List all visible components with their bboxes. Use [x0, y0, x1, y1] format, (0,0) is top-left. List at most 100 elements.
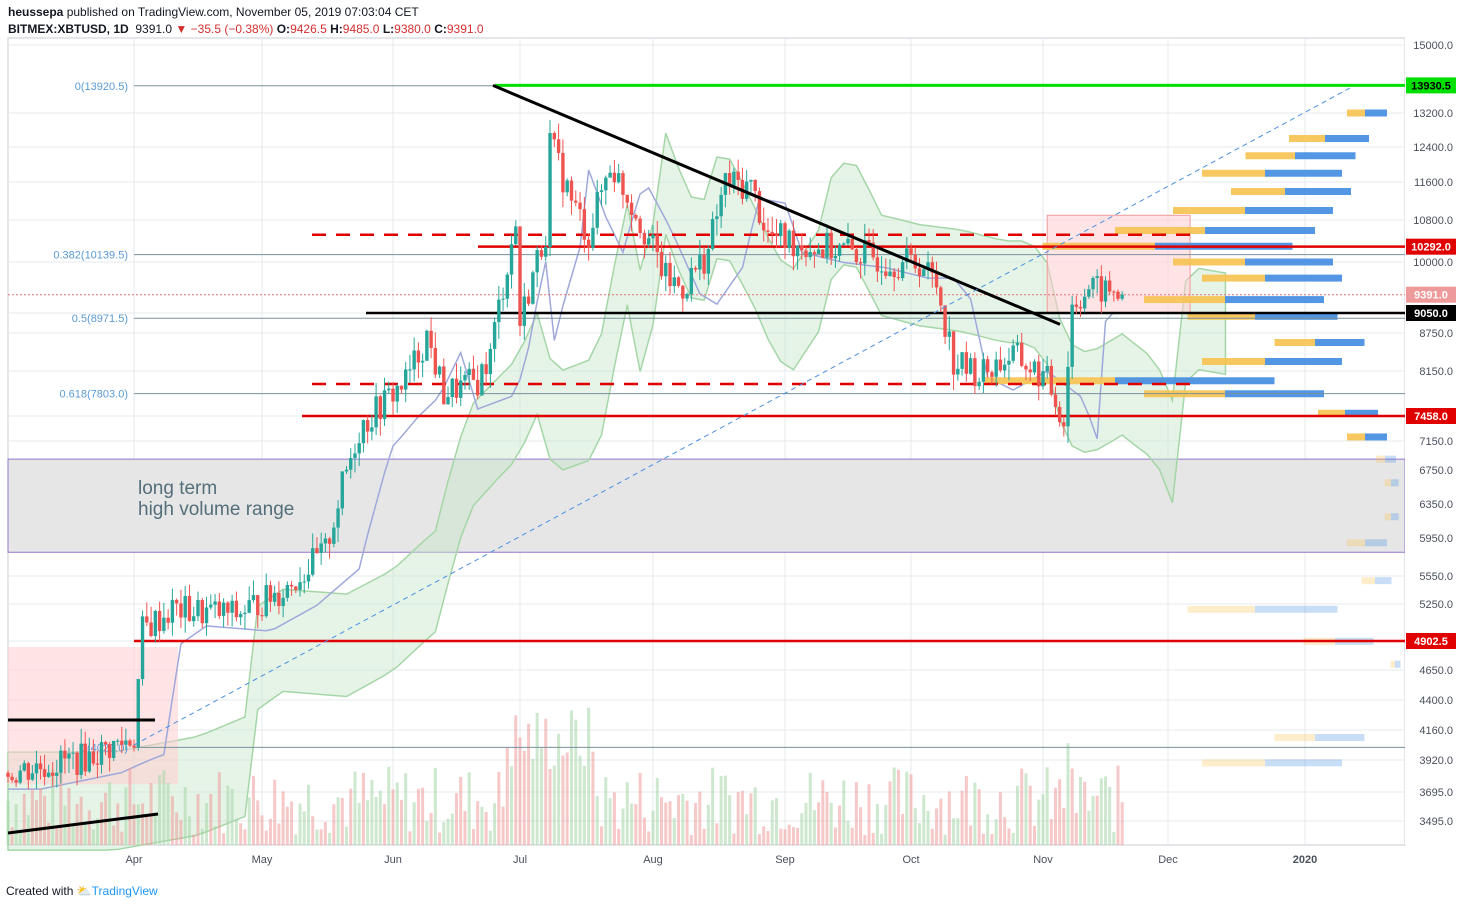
volume-bar — [1007, 828, 1011, 845]
profile-bar-blue — [1265, 759, 1342, 767]
candle-body — [238, 614, 243, 618]
volume-bar — [217, 772, 221, 845]
price-tick: 8750.0 — [1419, 328, 1453, 340]
profile-bar-orange — [1384, 479, 1391, 487]
volume-bar — [200, 828, 204, 845]
volume-bar — [1045, 767, 1049, 845]
volume-bar — [1049, 818, 1053, 845]
candle-body — [795, 245, 800, 257]
volume-bar — [395, 782, 399, 845]
volume-bar — [83, 824, 87, 845]
volume-bar — [863, 834, 867, 845]
candle-body — [621, 173, 625, 195]
candle-body — [1062, 422, 1066, 427]
volume-bar — [977, 789, 981, 845]
close-label: C: — [434, 22, 447, 36]
candle-body — [145, 616, 149, 623]
volume-bar — [162, 770, 166, 845]
candle-body — [128, 740, 132, 746]
candle-body — [556, 139, 561, 153]
symbol-label[interactable]: BITMEX:XBTUSD, 1D — [8, 22, 129, 36]
volume-bar — [192, 834, 196, 845]
volume-bar — [762, 826, 766, 845]
candle-body — [179, 603, 183, 618]
volume-bar — [328, 832, 332, 845]
candle-body — [162, 617, 166, 632]
profile-bar-orange — [1202, 358, 1265, 365]
volume-bar — [753, 787, 757, 845]
volume-bar — [569, 710, 573, 845]
candle-body — [91, 751, 96, 764]
volume-bar — [51, 769, 55, 845]
candle-body — [595, 192, 599, 228]
volume-bar — [349, 788, 353, 845]
volume-bar — [374, 796, 378, 845]
candle-body — [1099, 276, 1104, 302]
volume-range-band — [7, 458, 1406, 553]
candle-body — [917, 268, 922, 277]
time-axis[interactable]: Apr May Jun Jul Aug Sep Oct Nov Dec 2020 — [125, 854, 1317, 866]
candle-body — [821, 249, 825, 258]
time-tick: 2020 — [1293, 854, 1317, 866]
candle-body — [484, 364, 488, 375]
candle-body — [306, 574, 311, 582]
volume-bar — [660, 797, 664, 845]
time-tick: Sep — [775, 854, 795, 866]
volume-bar — [30, 788, 34, 845]
author-name[interactable]: heussepa — [8, 5, 64, 19]
price-label-box — [1406, 238, 1456, 255]
volume-bar — [213, 826, 217, 845]
trend-lines[interactable] — [7, 84, 1351, 835]
candle-body — [783, 223, 787, 248]
candle-body — [531, 272, 535, 304]
volume-bar — [698, 791, 702, 845]
candle-body — [642, 232, 647, 245]
candle-body — [454, 378, 459, 398]
candle-body — [251, 595, 256, 601]
volume-bar — [595, 796, 599, 845]
volume-bar — [745, 814, 749, 845]
volume-bar — [535, 712, 539, 845]
candle-body — [336, 508, 340, 528]
volume-bar — [226, 785, 230, 845]
price-tick: 6350.0 — [1419, 499, 1453, 511]
candle-body — [302, 581, 306, 583]
profile-bar-orange — [1231, 188, 1285, 195]
candle-body — [634, 214, 638, 219]
candle-body — [136, 679, 140, 748]
candle-body — [1087, 289, 1091, 297]
candle-body — [816, 249, 821, 254]
price-change: −35.5 (−0.38%) — [190, 22, 274, 36]
price-chart[interactable]: 0(13920.5) 0.382(10139.5) 0.5(8971.5) 0.618… — [0, 0, 1468, 880]
volume-bar — [888, 781, 892, 845]
candle-body — [668, 262, 672, 287]
candle-body — [791, 230, 796, 257]
price-axis-bg — [1405, 38, 1468, 845]
volume-bar — [471, 829, 475, 845]
volume-bar — [112, 825, 116, 845]
candle-body — [693, 267, 698, 270]
volume-bar — [783, 829, 787, 845]
price-axis[interactable]: 15000.0 13200.0 12400.0 11600.0 10800.0 10000… — [1405, 38, 1468, 845]
candle-body — [429, 330, 433, 348]
volume-bar — [315, 829, 319, 845]
time-tick: Oct — [902, 854, 919, 866]
price-tick: 12400.0 — [1413, 142, 1453, 154]
candle-body — [1011, 345, 1015, 361]
profile-bar-orange — [1187, 605, 1255, 613]
candle-body — [985, 359, 990, 373]
candle-body — [344, 469, 349, 472]
candle-body — [446, 397, 450, 405]
candle-body — [357, 443, 361, 454]
fib-label: 0.382(10139.5) — [53, 250, 128, 262]
volume-bar — [323, 821, 327, 845]
volume-bar — [273, 779, 277, 845]
candle-body — [837, 244, 842, 256]
volume-bar — [859, 807, 863, 845]
candle-body — [1078, 306, 1083, 309]
candle-body — [183, 596, 187, 618]
profile-bar-orange — [1274, 734, 1315, 741]
tradingview-brand[interactable]: TradingView — [91, 884, 158, 898]
candle-body — [1066, 366, 1070, 427]
volume-bar — [561, 755, 565, 845]
